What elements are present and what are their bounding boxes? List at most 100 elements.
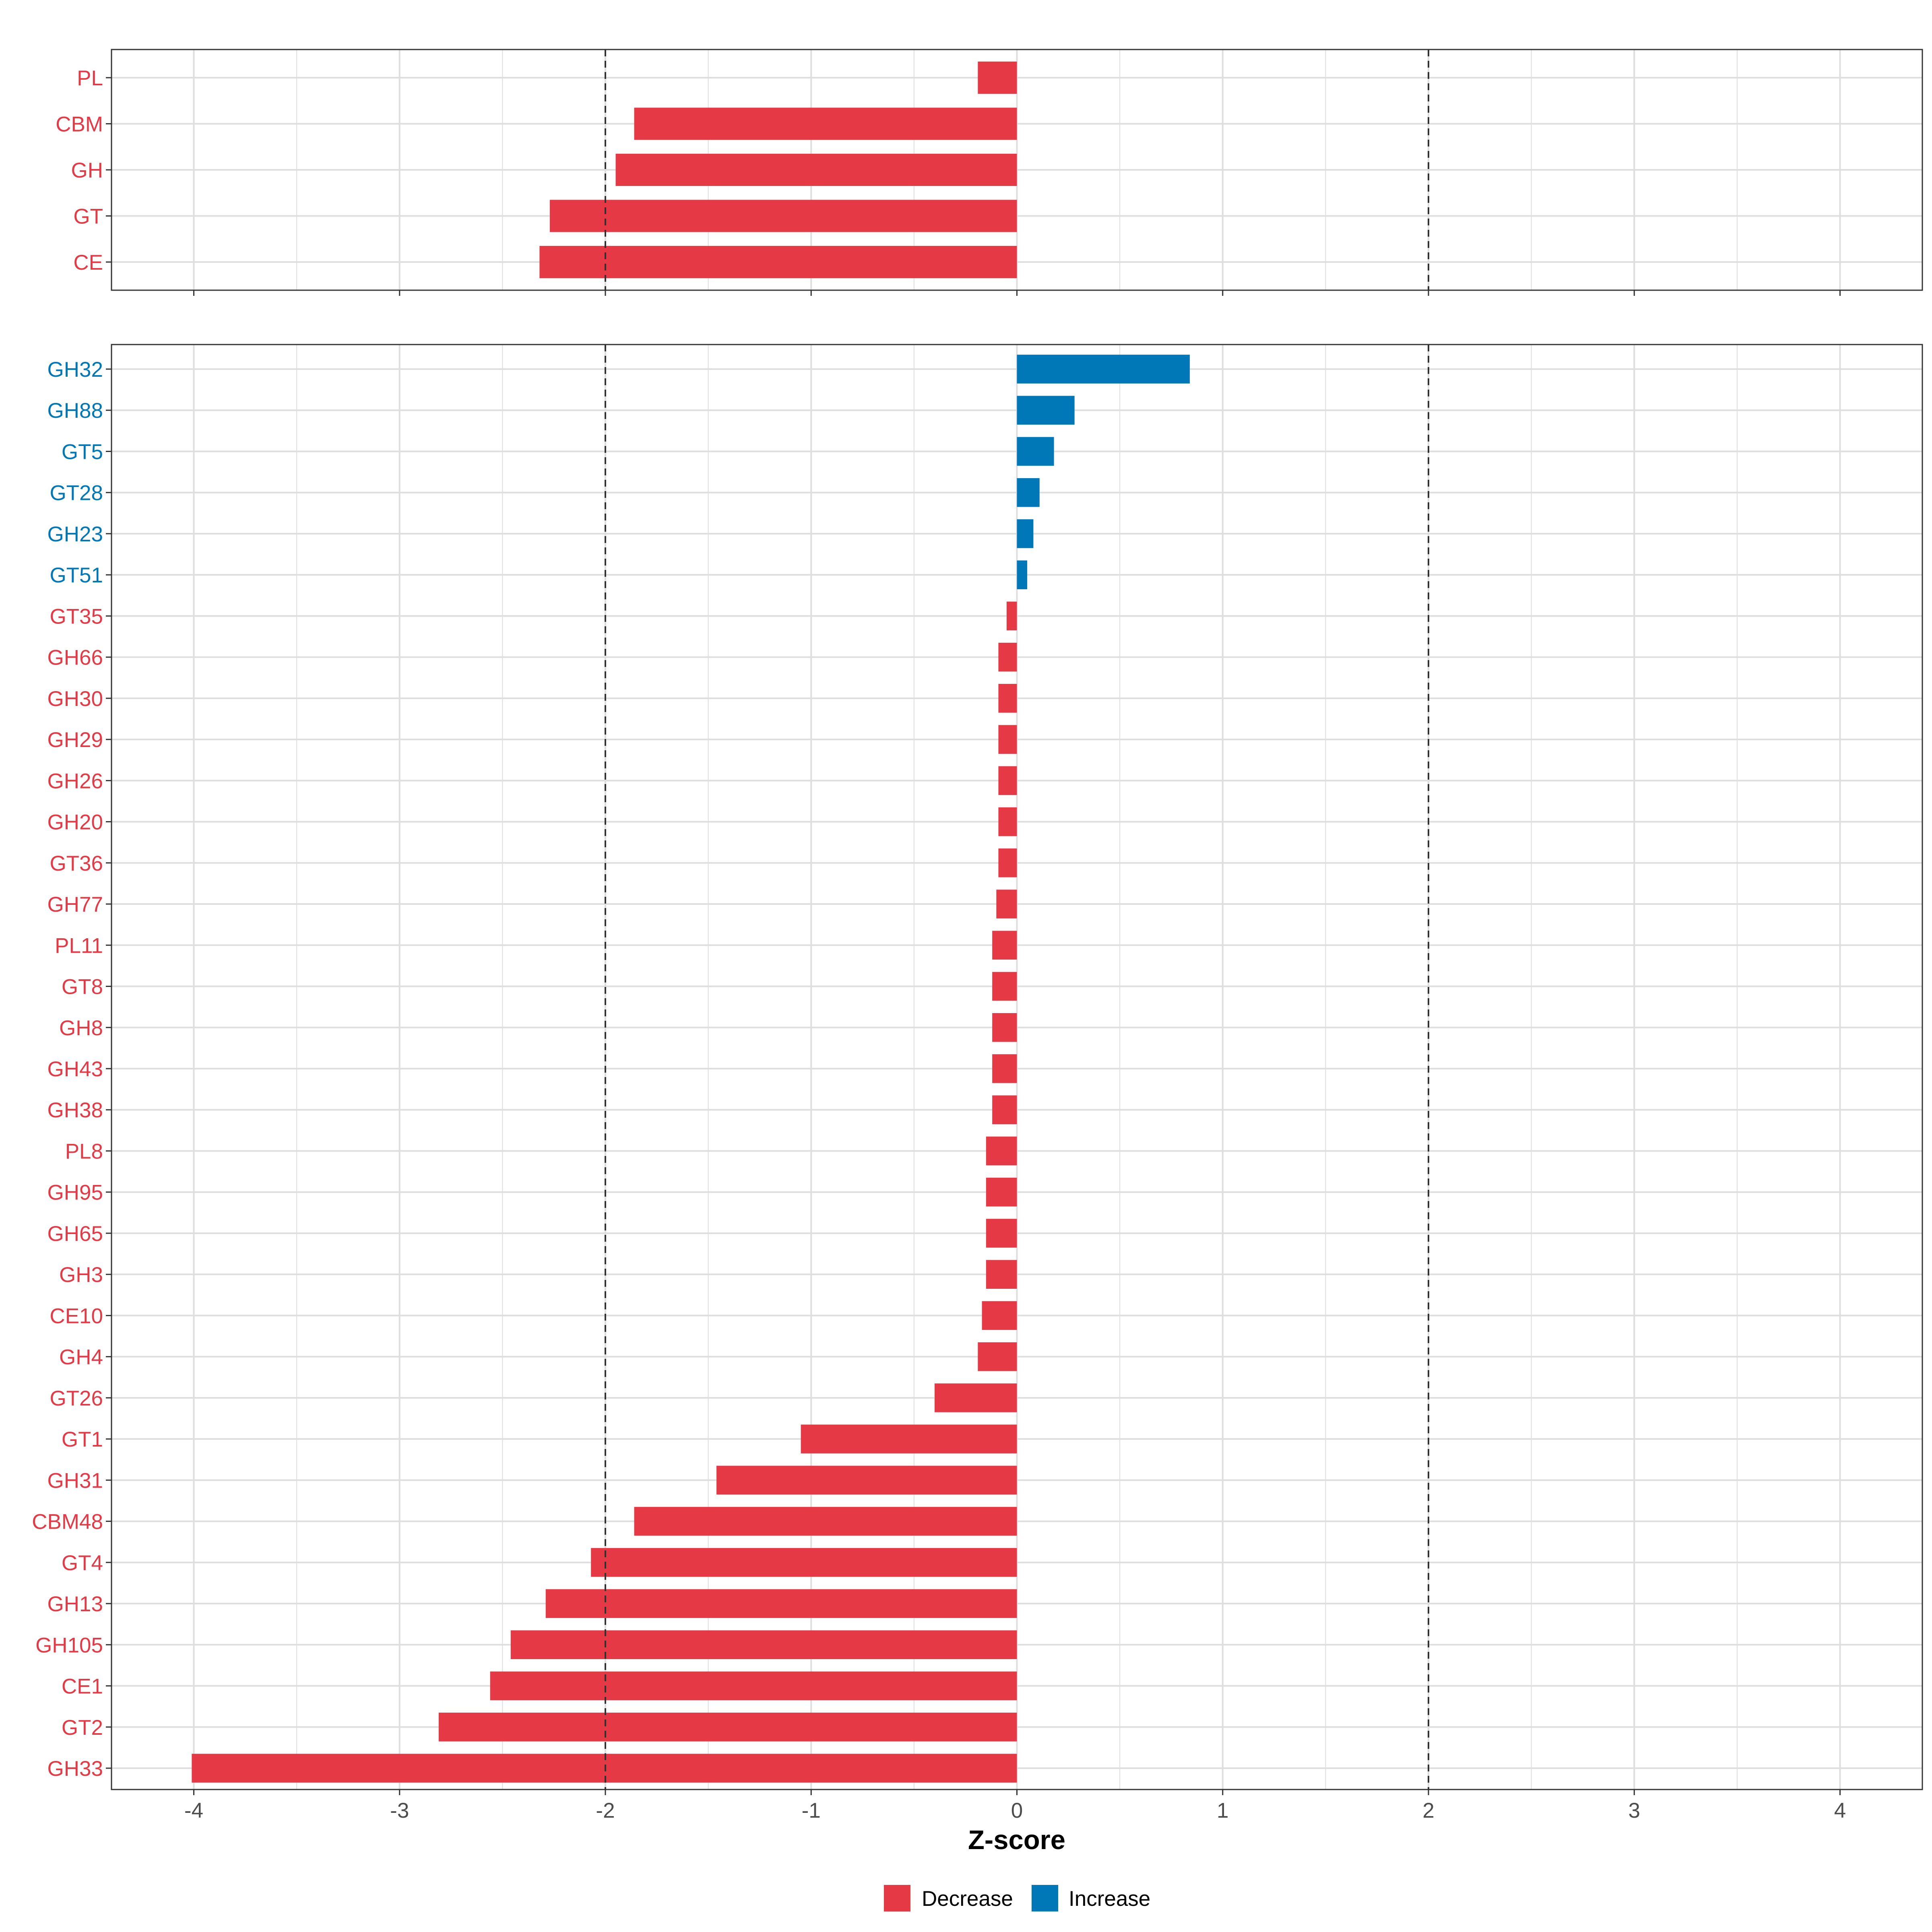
bar-gh xyxy=(615,153,1017,186)
category-label-pl11: PL11 xyxy=(55,934,103,958)
bar-gt4 xyxy=(591,1548,1017,1577)
category-label-gt8: GT8 xyxy=(62,975,103,999)
category-label-gt1: GT1 xyxy=(62,1428,103,1451)
category-label-gh: GH xyxy=(71,159,103,182)
bar-gh31 xyxy=(716,1466,1017,1495)
x-tick-label-2: 2 xyxy=(1422,1799,1434,1823)
category-label-gh105: GH105 xyxy=(35,1633,103,1657)
category-label-gh29: GH29 xyxy=(47,728,103,752)
bar-gh26 xyxy=(998,766,1017,795)
top-panel-bars xyxy=(539,61,1017,279)
x-tick-label--3: -3 xyxy=(390,1799,409,1823)
bar-gh65 xyxy=(986,1219,1017,1248)
bar-gt1 xyxy=(801,1424,1017,1453)
bar-cbm48 xyxy=(634,1507,1017,1536)
bar-gh13 xyxy=(545,1589,1017,1618)
bottom-panel-bars xyxy=(192,355,1190,1783)
category-label-gh88: GH88 xyxy=(47,399,103,423)
category-label-gh33: GH33 xyxy=(47,1757,103,1781)
x-tick-label-0: 0 xyxy=(1011,1799,1023,1823)
bar-ce1 xyxy=(490,1671,1017,1701)
bar-pl xyxy=(978,61,1017,94)
bottom-panel-category-labels: GH32 GH88 GT5 GT28 GH23 GT51 GT35 GH66 GH30 GH29 G… xyxy=(32,358,103,1781)
category-label-ce10: CE10 xyxy=(50,1304,103,1328)
category-label-gh38: GH38 xyxy=(47,1098,103,1122)
x-tick-label-3: 3 xyxy=(1629,1799,1640,1823)
bar-gh4 xyxy=(978,1342,1017,1371)
bar-pl8 xyxy=(986,1136,1017,1166)
category-label-gt35: GT35 xyxy=(50,605,103,628)
category-label-gt2: GT2 xyxy=(62,1716,103,1740)
category-label-gh13: GH13 xyxy=(47,1592,103,1616)
category-label-gt36: GT36 xyxy=(50,852,103,875)
category-label-gh32: GH32 xyxy=(47,358,103,382)
bar-gh23 xyxy=(1017,519,1034,548)
x-tick-label--1: -1 xyxy=(802,1799,821,1823)
bar-gh105 xyxy=(510,1630,1017,1660)
bar-gh30 xyxy=(998,684,1017,713)
bottom-panel-x-ticks xyxy=(193,1790,1841,1795)
legend-label-decrease: Decrease xyxy=(922,1887,1013,1911)
category-label-gh95: GH95 xyxy=(47,1181,103,1205)
category-label-pl: PL xyxy=(77,66,103,90)
bar-gt xyxy=(549,200,1017,232)
x-tick-label--4: -4 xyxy=(184,1799,203,1823)
bottom-panel-category-ticks xyxy=(106,368,111,1769)
legend-key-decrease xyxy=(884,1885,910,1911)
bar-gt8 xyxy=(992,972,1017,1001)
category-label-gt28: GT28 xyxy=(50,481,103,505)
bar-gt35 xyxy=(1006,601,1017,631)
bar-gt2 xyxy=(438,1712,1017,1742)
category-label-gh77: GH77 xyxy=(47,893,103,916)
x-tick-label-4: 4 xyxy=(1834,1799,1846,1823)
category-label-gh31: GH31 xyxy=(47,1469,103,1492)
bar-gh3 xyxy=(986,1260,1017,1289)
legend-label-increase: Increase xyxy=(1069,1887,1150,1911)
category-label-gh43: GH43 xyxy=(47,1057,103,1081)
category-label-cbm48: CBM48 xyxy=(32,1510,103,1534)
bar-gh95 xyxy=(986,1177,1017,1207)
category-label-gt: GT xyxy=(73,205,103,229)
category-label-cbm: CBM xyxy=(56,113,103,136)
bar-ce xyxy=(539,246,1017,279)
bar-cbm xyxy=(634,107,1017,140)
bar-gh77 xyxy=(996,890,1017,919)
bar-gh38 xyxy=(992,1095,1017,1125)
legend-key-increase xyxy=(1032,1885,1058,1911)
bar-gh20 xyxy=(998,807,1017,836)
bar-ce10 xyxy=(982,1301,1017,1330)
x-axis-tick-labels: -4 -3 -2 -1 0 1 2 3 4 xyxy=(184,1799,1846,1823)
bottom-panel-threshold-lines xyxy=(605,345,1429,1790)
category-label-gh65: GH65 xyxy=(47,1222,103,1246)
bar-gh8 xyxy=(992,1013,1017,1042)
bar-gh32 xyxy=(1017,355,1190,384)
category-label-gt5: GT5 xyxy=(62,440,103,464)
bar-gh29 xyxy=(998,725,1017,754)
bar-gh33 xyxy=(192,1754,1017,1783)
x-tick-label--2: -2 xyxy=(596,1799,615,1823)
x-axis-title: Z-score xyxy=(968,1825,1065,1855)
bar-gh88 xyxy=(1017,396,1075,425)
bar-gh43 xyxy=(992,1054,1017,1083)
bar-gh66 xyxy=(998,642,1017,672)
bar-gt26 xyxy=(935,1383,1017,1412)
category-label-ce1: CE1 xyxy=(62,1675,103,1699)
legend: Decrease Increase xyxy=(884,1885,1150,1911)
bar-gt51 xyxy=(1017,560,1028,589)
category-label-pl8: PL8 xyxy=(65,1139,103,1163)
top-panel: PL CBM GH GT CE xyxy=(56,49,1923,296)
category-label-gh3: GH3 xyxy=(59,1263,103,1287)
top-panel-threshold-lines xyxy=(605,50,1429,290)
bar-gt36 xyxy=(998,848,1017,877)
bar-gt28 xyxy=(1017,478,1040,507)
category-label-gh8: GH8 xyxy=(59,1016,103,1040)
category-label-ce: CE xyxy=(73,251,103,275)
bar-gt5 xyxy=(1017,437,1054,466)
top-panel-category-labels: PL CBM GH GT CE xyxy=(56,66,103,275)
top-panel-category-ticks xyxy=(106,77,111,263)
category-label-gh66: GH66 xyxy=(47,646,103,670)
bottom-panel: GH32GH88GT5GT28GH23GT51GT35GH66GH30GH29G… xyxy=(32,344,1923,1823)
category-label-gh20: GH20 xyxy=(47,811,103,834)
bar-pl11 xyxy=(992,931,1017,960)
